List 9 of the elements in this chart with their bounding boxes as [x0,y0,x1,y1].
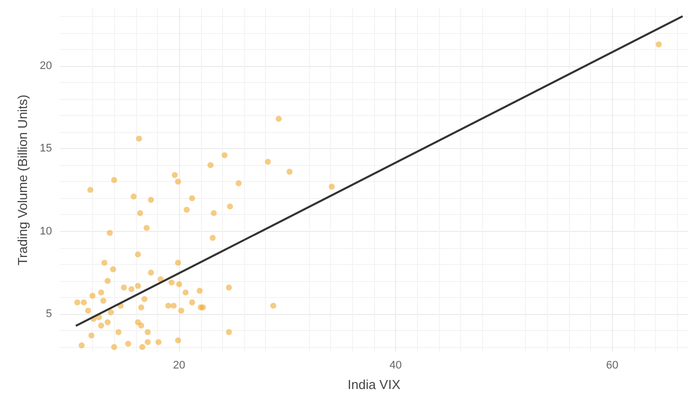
x-tick-label: 20 [172,360,186,372]
y-tick-label: 20 [40,60,52,72]
y-tick-label: 15 [40,142,52,155]
x-tick-label: 40 [390,360,402,372]
y-axis-title: Trading Volume (Billion Units) [14,94,30,266]
x-tick-label: 60 [606,360,618,372]
y-tick-label: 5 [46,308,52,320]
x-axis-title: India VIX [348,377,401,392]
y-tick-label: 10 [40,225,52,238]
